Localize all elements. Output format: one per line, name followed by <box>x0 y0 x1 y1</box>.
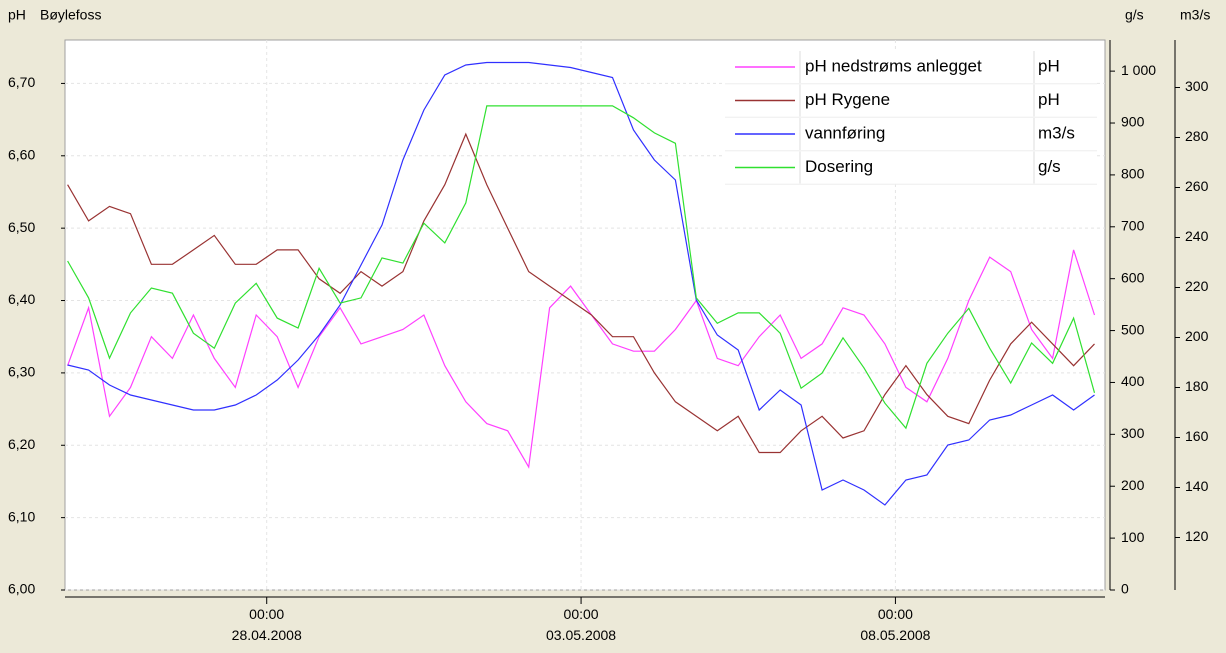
y2-tick-label: 500 <box>1121 321 1145 337</box>
y-tick-label: 6,10 <box>8 508 35 524</box>
y3-tick-label: 160 <box>1185 428 1209 444</box>
y2-tick-label: 900 <box>1121 114 1145 130</box>
x-tick-label: 00:00 28.04.2008 <box>231 606 302 643</box>
y2-tick-label: 600 <box>1121 269 1145 285</box>
y2-tick-label: 100 <box>1121 529 1145 545</box>
legend-label: Dosering <box>805 157 873 176</box>
series-line <box>67 249 1096 469</box>
y3-tick-label: 300 <box>1185 78 1209 94</box>
legend-label: vannføring <box>805 123 885 142</box>
y-axis-label: pH <box>8 7 26 23</box>
y3-tick-label: 260 <box>1185 178 1209 194</box>
legend-unit: m3/s <box>1038 123 1075 142</box>
y2-tick-label: 1 000 <box>1121 62 1156 78</box>
legend-unit: pH <box>1038 90 1060 109</box>
y3-axis-label: m3/s <box>1180 7 1210 23</box>
y3-tick-label: 200 <box>1185 328 1209 344</box>
y3-tick-label: 240 <box>1185 228 1209 244</box>
y2-tick-label: 0 <box>1121 581 1129 597</box>
legend: pH nedstrøms anlegget pH pH Rygene pH vannfø… <box>725 50 1097 185</box>
y2-tick-label: 300 <box>1121 425 1145 441</box>
y-tick-label: 6,70 <box>8 74 35 90</box>
y-tick-label: 6,40 <box>8 291 35 307</box>
legend-unit: pH <box>1038 56 1060 75</box>
series-line <box>67 61 1095 506</box>
y2-tick-label: 800 <box>1121 166 1145 182</box>
y3-tick-label: 180 <box>1185 378 1209 394</box>
y3-tick-label: 120 <box>1185 528 1209 544</box>
chart-title: Bøylefoss <box>40 7 101 23</box>
y2-tick-label: 200 <box>1121 477 1145 493</box>
x-tick-label: 00:00 08.05.2008 <box>860 606 931 643</box>
y2-tick-label: 400 <box>1121 373 1145 389</box>
series-line <box>67 105 1096 430</box>
y3-tick-label: 220 <box>1185 278 1209 294</box>
y3-tick-label: 140 <box>1185 478 1209 494</box>
y3-tick-label: 280 <box>1185 128 1209 144</box>
y2-axis-label: g/s <box>1125 7 1144 23</box>
y-tick-label: 6,30 <box>8 364 35 380</box>
y-tick-label: 6,50 <box>8 219 35 235</box>
legend-label: pH nedstrøms anlegget <box>805 56 982 75</box>
y2-tick-label: 700 <box>1121 217 1145 233</box>
legend-unit: g/s <box>1038 157 1061 176</box>
y-tick-label: 6,20 <box>8 436 35 452</box>
y-tick-label: 6,00 <box>8 581 35 597</box>
y-tick-label: 6,60 <box>8 146 35 162</box>
x-tick-label: 00:00 03.05.2008 <box>546 606 617 643</box>
legend-label: pH Rygene <box>805 90 890 109</box>
series-line <box>67 132 1095 454</box>
